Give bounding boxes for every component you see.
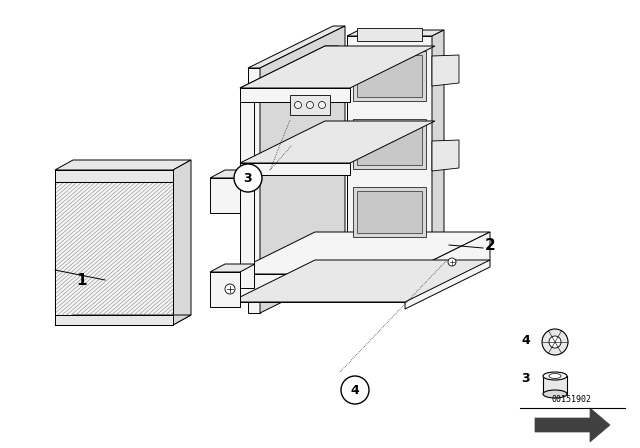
Polygon shape: [240, 121, 435, 163]
Polygon shape: [347, 36, 432, 246]
Polygon shape: [55, 315, 173, 325]
Polygon shape: [230, 232, 490, 274]
Polygon shape: [248, 26, 345, 68]
Text: 4: 4: [351, 383, 360, 396]
Polygon shape: [357, 55, 422, 97]
Polygon shape: [210, 264, 255, 272]
Text: 2: 2: [484, 237, 495, 253]
Text: 3: 3: [522, 371, 531, 384]
Text: 1: 1: [77, 272, 87, 288]
Polygon shape: [173, 160, 191, 325]
Polygon shape: [230, 260, 490, 302]
Polygon shape: [260, 26, 345, 313]
Circle shape: [549, 336, 561, 348]
Text: 4: 4: [522, 333, 531, 346]
Polygon shape: [240, 46, 339, 88]
Circle shape: [319, 102, 326, 108]
Polygon shape: [357, 191, 422, 233]
Circle shape: [307, 102, 314, 108]
Circle shape: [225, 284, 235, 294]
Polygon shape: [353, 51, 426, 101]
Polygon shape: [240, 46, 435, 88]
Polygon shape: [55, 170, 173, 325]
Polygon shape: [353, 119, 426, 169]
Polygon shape: [210, 170, 255, 178]
Polygon shape: [210, 272, 240, 307]
Circle shape: [448, 258, 456, 266]
Polygon shape: [210, 178, 240, 213]
Polygon shape: [357, 123, 422, 165]
Polygon shape: [347, 30, 444, 36]
Polygon shape: [55, 170, 173, 182]
Ellipse shape: [543, 372, 567, 380]
Polygon shape: [543, 376, 567, 394]
Circle shape: [294, 102, 301, 108]
Polygon shape: [230, 274, 405, 302]
Polygon shape: [240, 163, 350, 175]
Polygon shape: [432, 30, 444, 246]
Polygon shape: [55, 160, 191, 170]
Ellipse shape: [543, 390, 567, 398]
Polygon shape: [290, 95, 330, 115]
Circle shape: [341, 376, 369, 404]
Polygon shape: [432, 140, 459, 171]
Polygon shape: [432, 55, 459, 86]
Polygon shape: [240, 88, 254, 288]
Polygon shape: [535, 408, 610, 442]
Text: 3: 3: [244, 172, 252, 185]
Polygon shape: [405, 232, 490, 309]
Polygon shape: [248, 68, 260, 313]
Polygon shape: [353, 187, 426, 237]
Polygon shape: [55, 315, 191, 325]
Polygon shape: [357, 28, 422, 41]
Ellipse shape: [549, 374, 561, 379]
Polygon shape: [240, 88, 350, 102]
Circle shape: [542, 329, 568, 355]
Circle shape: [234, 164, 262, 192]
Text: 00151902: 00151902: [552, 395, 592, 404]
